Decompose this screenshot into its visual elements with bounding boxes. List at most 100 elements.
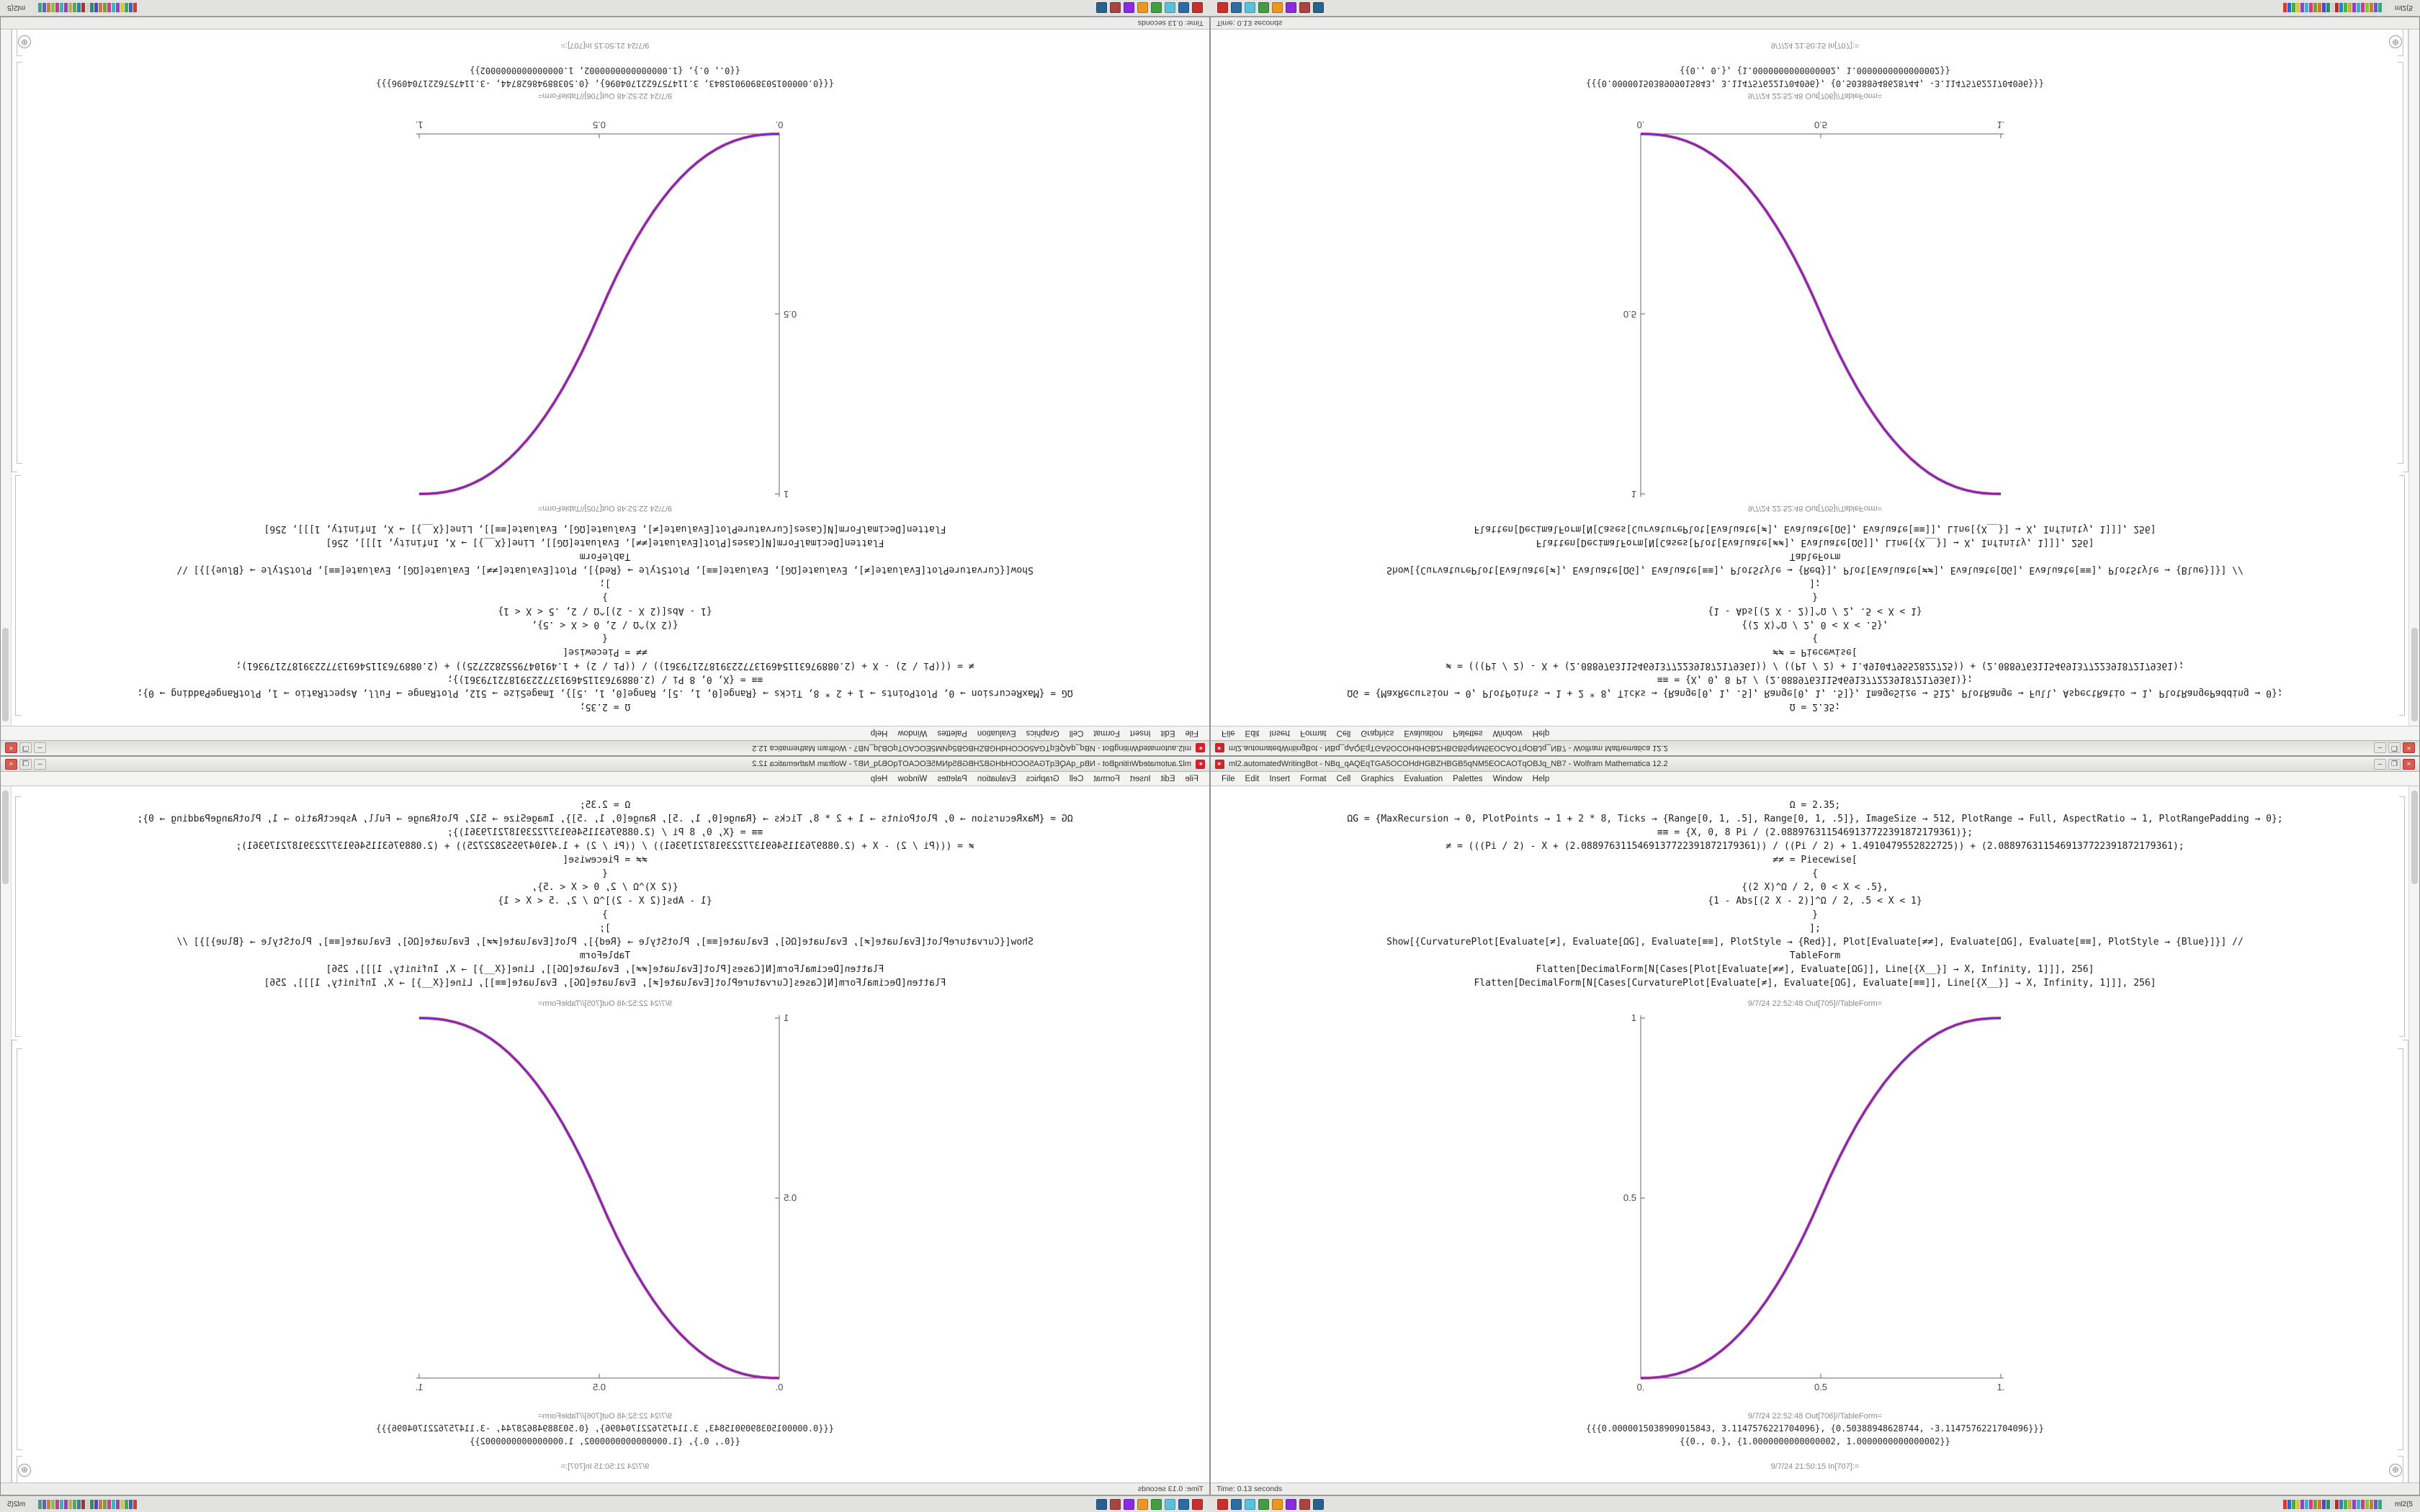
taskbar-window-label[interactable]: ml2(5: [7, 1500, 26, 1508]
menu-file[interactable]: File: [1222, 729, 1235, 738]
scrollbar-thumb[interactable]: [2, 791, 9, 884]
cell-bracket-input[interactable]: [2399, 796, 2405, 1037]
menu-edit[interactable]: Edit: [1160, 729, 1175, 738]
taskbar-app-icon[interactable]: [1192, 1498, 1203, 1510]
menu-palettes[interactable]: Palettes: [937, 774, 967, 783]
minimize-button[interactable]: –: [34, 758, 46, 770]
taskbar-window-label[interactable]: ml2(5: [2394, 4, 2413, 12]
taskbar-app-icon[interactable]: [1299, 2, 1310, 14]
notebook-content[interactable]: Ω = 2.35; ΩG = {MaxRecursion → 0, PlotPoi…: [1211, 30, 2419, 726]
taskbar-app-icon[interactable]: [1231, 1498, 1242, 1510]
taskbar-app-icon[interactable]: [1299, 1498, 1310, 1510]
taskbar-app-icon[interactable]: [1313, 1498, 1324, 1510]
cell-bracket-input[interactable]: [15, 475, 21, 716]
taskbar-app-icon[interactable]: [1165, 2, 1175, 14]
notebook-content[interactable]: Ω = 2.35; ΩG = {MaxRecursion → 0, PlotPoi…: [1, 30, 1209, 726]
menu-format[interactable]: Format: [1093, 729, 1120, 738]
taskbar-app-icon[interactable]: [1258, 2, 1269, 14]
circle-plus-icon[interactable]: ⊕: [2389, 1464, 2402, 1477]
taskbar-app-icon[interactable]: [1286, 2, 1296, 14]
taskbar-app-icon[interactable]: [1178, 1498, 1189, 1510]
menu-cell[interactable]: Cell: [1069, 774, 1084, 783]
menu-palettes[interactable]: Palettes: [1453, 774, 1483, 783]
menu-insert[interactable]: Insert: [1129, 774, 1151, 783]
menu-insert[interactable]: Insert: [1269, 774, 1291, 783]
taskbar-app-icon[interactable]: [1151, 1498, 1162, 1510]
taskbar-app-icon[interactable]: [1272, 2, 1283, 14]
menu-insert[interactable]: Insert: [1269, 729, 1291, 738]
menu-graphics[interactable]: Graphics: [1026, 774, 1059, 783]
menu-evaluation[interactable]: Evaluation: [1404, 729, 1443, 738]
notebook-content[interactable]: Ω = 2.35; ΩG = {MaxRecursion → 0, PlotPoi…: [1, 786, 1209, 1482]
vertical-scrollbar[interactable]: [1, 786, 12, 1482]
taskbar-app-icon[interactable]: [1151, 2, 1162, 14]
menu-format[interactable]: Format: [1093, 774, 1120, 783]
scrollbar-thumb[interactable]: [2411, 628, 2418, 721]
cell-bracket-input[interactable]: [15, 796, 21, 1037]
taskbar-app-icon[interactable]: [1096, 2, 1107, 14]
cell-bracket-output-group[interactable]: [2403, 30, 2408, 472]
menu-file[interactable]: File: [1222, 774, 1235, 783]
notebook-content[interactable]: Ω = 2.35; ΩG = {MaxRecursion → 0, PlotPoi…: [1211, 786, 2419, 1482]
taskbar-app-icon[interactable]: [1258, 1498, 1269, 1510]
taskbar-window-label[interactable]: ml2(5: [2394, 1500, 2413, 1508]
taskbar-window-label[interactable]: ml2(5: [7, 4, 26, 12]
minimize-button[interactable]: –: [2374, 742, 2386, 754]
circle-plus-icon[interactable]: ⊕: [2389, 35, 2402, 48]
scrollbar-thumb[interactable]: [2, 628, 9, 721]
taskbar-app-icon[interactable]: [1192, 2, 1203, 14]
taskbar-app-icon[interactable]: [1110, 1498, 1121, 1510]
taskbar-app-icon[interactable]: [1178, 2, 1189, 14]
window-titlebar[interactable]: ml2.automatedWritingBot - NBq_qAQEqTGA5O…: [1, 757, 1209, 772]
menu-graphics[interactable]: Graphics: [1361, 729, 1394, 738]
scrollbar-thumb[interactable]: [2411, 791, 2418, 884]
cell-bracket-plot[interactable]: [17, 1048, 22, 1450]
maximize-button[interactable]: ❐: [2388, 758, 2401, 770]
maximize-button[interactable]: ❐: [19, 742, 32, 754]
menu-edit[interactable]: Edit: [1160, 774, 1175, 783]
maximize-button[interactable]: ❐: [19, 758, 32, 770]
menu-format[interactable]: Format: [1300, 774, 1327, 783]
menu-graphics[interactable]: Graphics: [1026, 729, 1059, 738]
input-code-cell[interactable]: Ω = 2.35; ΩG = {MaxRecursion → 0, PlotPoi…: [137, 521, 1072, 714]
taskbar-app-icon[interactable]: [1110, 2, 1121, 14]
close-button[interactable]: ×: [2403, 742, 2415, 754]
menu-cell[interactable]: Cell: [1069, 729, 1084, 738]
cell-bracket-plot[interactable]: [2398, 62, 2403, 464]
menu-edit[interactable]: Edit: [1245, 729, 1260, 738]
menu-cell[interactable]: Cell: [1336, 774, 1351, 783]
input-code-cell[interactable]: Ω = 2.35; ΩG = {MaxRecursion → 0, PlotPoi…: [1347, 798, 2282, 991]
menu-edit[interactable]: Edit: [1245, 774, 1260, 783]
window-titlebar[interactable]: ml2.automatedWritingBot - NBq_qAQEqTGA5O…: [1211, 757, 2419, 772]
cell-bracket-numbers[interactable]: [2398, 1456, 2403, 1482]
menu-help[interactable]: Help: [1532, 774, 1550, 783]
menu-help[interactable]: Help: [870, 729, 888, 738]
circle-plus-icon[interactable]: ⊕: [18, 35, 31, 48]
cell-bracket-output-group[interactable]: [2403, 1040, 2408, 1482]
vertical-scrollbar[interactable]: [2408, 786, 2419, 1482]
menu-help[interactable]: Help: [1532, 729, 1550, 738]
taskbar-app-icon[interactable]: [1272, 1498, 1283, 1510]
taskbar-app-icon[interactable]: [1313, 2, 1324, 14]
maximize-button[interactable]: ❐: [2388, 742, 2401, 754]
menu-help[interactable]: Help: [870, 774, 888, 783]
menu-format[interactable]: Format: [1300, 729, 1327, 738]
close-button[interactable]: ×: [5, 742, 17, 754]
taskbar-app-icon[interactable]: [1137, 1498, 1148, 1510]
menu-insert[interactable]: Insert: [1129, 729, 1151, 738]
menu-cell[interactable]: Cell: [1336, 729, 1351, 738]
taskbar-app-icon[interactable]: [1217, 2, 1228, 14]
cell-bracket-plot[interactable]: [2398, 1048, 2403, 1450]
menu-file[interactable]: File: [1185, 729, 1198, 738]
menu-palettes[interactable]: Palettes: [937, 729, 967, 738]
taskbar-app-icon[interactable]: [1124, 1498, 1134, 1510]
cell-bracket-plot[interactable]: [17, 62, 22, 464]
menu-window[interactable]: Window: [1492, 729, 1523, 738]
menu-window[interactable]: Window: [1492, 774, 1523, 783]
taskbar-app-icon[interactable]: [1137, 2, 1148, 14]
menu-evaluation[interactable]: Evaluation: [977, 774, 1016, 783]
close-button[interactable]: ×: [2403, 758, 2415, 770]
menu-graphics[interactable]: Graphics: [1361, 774, 1394, 783]
menu-evaluation[interactable]: Evaluation: [1404, 774, 1443, 783]
menu-window[interactable]: Window: [897, 774, 928, 783]
